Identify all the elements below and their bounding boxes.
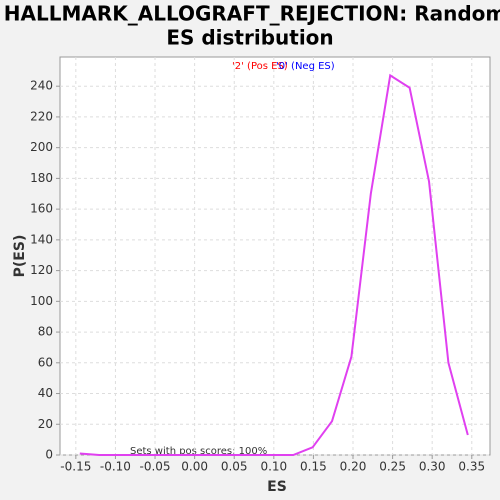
legend-entry: '0' (Neg ES) [276,61,335,72]
legend-entry: '2' (Pos ES) [232,61,288,72]
x-tick-label: 0.20 [340,460,367,474]
line [79,73,469,456]
x-axis-label: ES [267,479,287,495]
x-tick-label: 0.00 [181,460,208,474]
y-tick-label: 40 [38,386,53,400]
y-tick-label: 0 [45,448,53,462]
x-tick-label: -0.10 [100,460,131,474]
x-tick-label: 0.15 [300,460,327,474]
x-tick-label: -0.15 [60,460,91,474]
y-tick-label: 120 [30,263,53,277]
x-tick-label: 0.10 [260,460,287,474]
y-tick-label: 140 [30,232,53,246]
x-tick-label: 0.25 [379,460,406,474]
y-axis-label: P(ES) [12,235,28,278]
y-tick-label: 200 [30,140,53,154]
y-tick-label: 240 [30,79,53,93]
y-tick-label: 60 [38,355,53,369]
y-tick-label: 100 [30,294,53,308]
y-tick-label: 20 [38,417,53,431]
chart-title: HALLMARK_ALLOGRAFT_REJECTION: Random [4,2,500,26]
y-tick-label: 80 [38,325,53,339]
y-tick-label: 220 [30,109,53,123]
chart-title: ES distribution [166,26,333,50]
x-tick-label: 0.05 [221,460,248,474]
y-tick-label: 180 [30,171,53,185]
annotation: Sets with pos scores: 100% [130,446,267,457]
x-tick-label: 0.35 [458,460,485,474]
y-tick-label: 160 [30,202,53,216]
x-tick-label: -0.05 [139,460,170,474]
x-tick-label: 0.30 [419,460,446,474]
plot-area [59,56,491,456]
